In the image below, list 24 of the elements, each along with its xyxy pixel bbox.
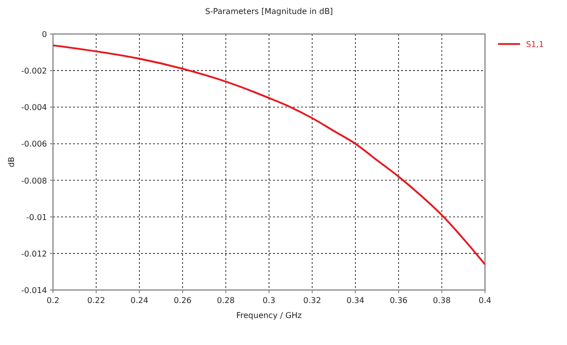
y-axis-title: dB bbox=[7, 156, 16, 168]
x-tick-label: 0.3 bbox=[262, 296, 276, 305]
chart-title: S-Parameters [Magnitude in dB] bbox=[205, 7, 333, 16]
x-tick-label: 0.26 bbox=[174, 296, 192, 305]
y-tick-label: 0 bbox=[42, 30, 47, 39]
legend-label: S1,1 bbox=[526, 40, 544, 49]
line-series bbox=[53, 44, 485, 266]
y-tick-label: -0.01 bbox=[26, 212, 47, 222]
x-tick-label: 0.32 bbox=[303, 296, 322, 305]
x-tick-label: 0.38 bbox=[432, 296, 451, 305]
x-axis-title: Frequency / GHz bbox=[236, 311, 302, 320]
x-tick-label: 0.2 bbox=[46, 296, 60, 305]
y-tick-label: -0.004 bbox=[21, 103, 47, 112]
y-tick-label: -0.008 bbox=[21, 176, 47, 186]
x-tick-label: 0.28 bbox=[216, 296, 235, 305]
x-tick-label: 0.34 bbox=[346, 296, 364, 305]
x-tick-label: 0.24 bbox=[130, 296, 148, 305]
x-tick-label: 0.22 bbox=[87, 296, 106, 305]
x-tick-label: 0.36 bbox=[390, 296, 408, 305]
y-tick-label: -0.006 bbox=[21, 140, 47, 149]
x-tick-label: 0.4 bbox=[478, 296, 492, 305]
y-tick-label: -0.014 bbox=[21, 286, 47, 295]
y-tick-label: -0.012 bbox=[21, 249, 47, 258]
y-tick-label: -0.002 bbox=[21, 66, 47, 76]
